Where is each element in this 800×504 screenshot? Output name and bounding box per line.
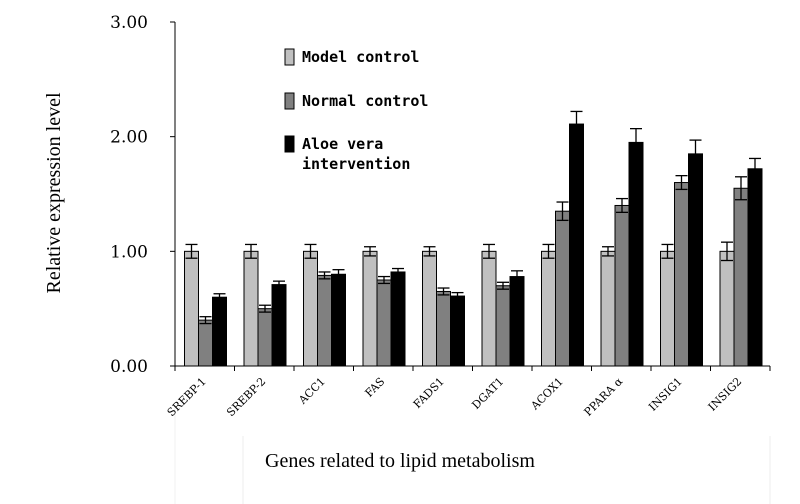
error-bar [497,281,509,290]
error-bar [392,267,404,277]
bar [376,279,392,367]
error-bar [689,139,702,169]
y-tick-label: 2.00 [110,128,148,148]
error-bar [259,304,271,313]
bar [243,250,259,367]
y-tick-label: 3.00 [110,13,148,33]
bar [317,274,332,367]
x-tick-label: FADS1 [411,375,447,411]
bar [198,319,213,367]
x-tick-label: INSIG1 [646,375,685,414]
error-bars-group [185,110,761,325]
bar [212,296,227,367]
bar [303,250,318,367]
x-tick-label: DGAT1 [469,375,506,412]
bar [509,276,525,367]
error-bar [423,246,436,257]
error-bar [721,241,733,262]
error-bar [661,243,674,259]
bar [184,250,199,367]
bar [688,153,703,367]
bar [614,204,630,367]
error-bar [318,271,331,280]
y-axis-title: Relative expression level [43,92,65,293]
error-bar [199,316,212,325]
error-bar [245,243,257,259]
bar [555,210,570,367]
error-bar [570,110,583,138]
bar [600,250,616,367]
plot-frame [174,405,771,504]
error-bar [483,243,495,259]
error-bar [630,127,642,157]
error-bar [213,293,226,302]
x-tick-label: INSIG2 [706,375,745,414]
bar [481,250,497,367]
error-bar [273,280,285,289]
legend-label: Normal control [302,92,428,110]
bar [569,123,584,367]
bar [628,141,644,367]
x-tick-label: PPARA α [582,375,626,419]
bar [541,250,556,367]
y-axis: 0.00 1.00 2.00 3.00 [110,13,176,377]
legend-label: Model control [302,48,419,66]
bars-group [184,123,763,367]
error-bar [542,243,555,259]
y-tick-label: 1.00 [110,242,148,262]
error-bar [451,291,464,301]
error-bar [735,176,747,201]
legend-swatch [284,48,295,66]
legend-swatch [284,92,295,110]
error-bar [675,175,688,191]
bar [719,250,735,367]
x-tick-label: SREBP-1 [165,375,209,419]
legend-label: intervention [302,155,410,173]
x-tick-label: ACC1 [295,375,327,407]
error-bar [437,287,450,296]
error-bar [616,197,628,213]
error-bar [602,246,614,257]
bar [271,284,287,367]
x-tick-label: SREBP-2 [224,375,268,419]
bar [674,182,689,367]
legend-label: Aloe vera [302,135,383,153]
error-bar [304,243,317,259]
category-labels: SREBP-1 SREBP-2 ACC1 FAS FADS1 DGAT1 ACOX1 PPAR… [165,375,745,420]
error-bar [749,157,761,180]
bar [390,271,406,367]
bar [436,290,451,367]
y-tick-label: 0.00 [110,357,148,377]
error-bar [332,269,345,280]
x-axis [174,365,771,371]
legend-swatch [284,135,295,153]
bar [747,168,763,367]
bar [331,273,346,367]
error-bar [364,246,376,257]
error-bar [378,275,390,285]
legend: Model control Normal control Aloe vera inte… [284,48,428,173]
bar [362,250,378,367]
x-tick-label: ACOX1 [528,375,566,413]
bar [733,187,749,367]
bar [257,308,273,367]
error-bar [511,270,523,283]
x-tick-label: FAS [363,375,388,400]
bar [422,250,437,367]
x-axis-title: Genes related to lipid metabolism [265,450,535,472]
bar [660,250,675,367]
error-bar [185,243,198,259]
error-bar [556,201,569,222]
bar [495,285,511,367]
bar [450,295,465,367]
